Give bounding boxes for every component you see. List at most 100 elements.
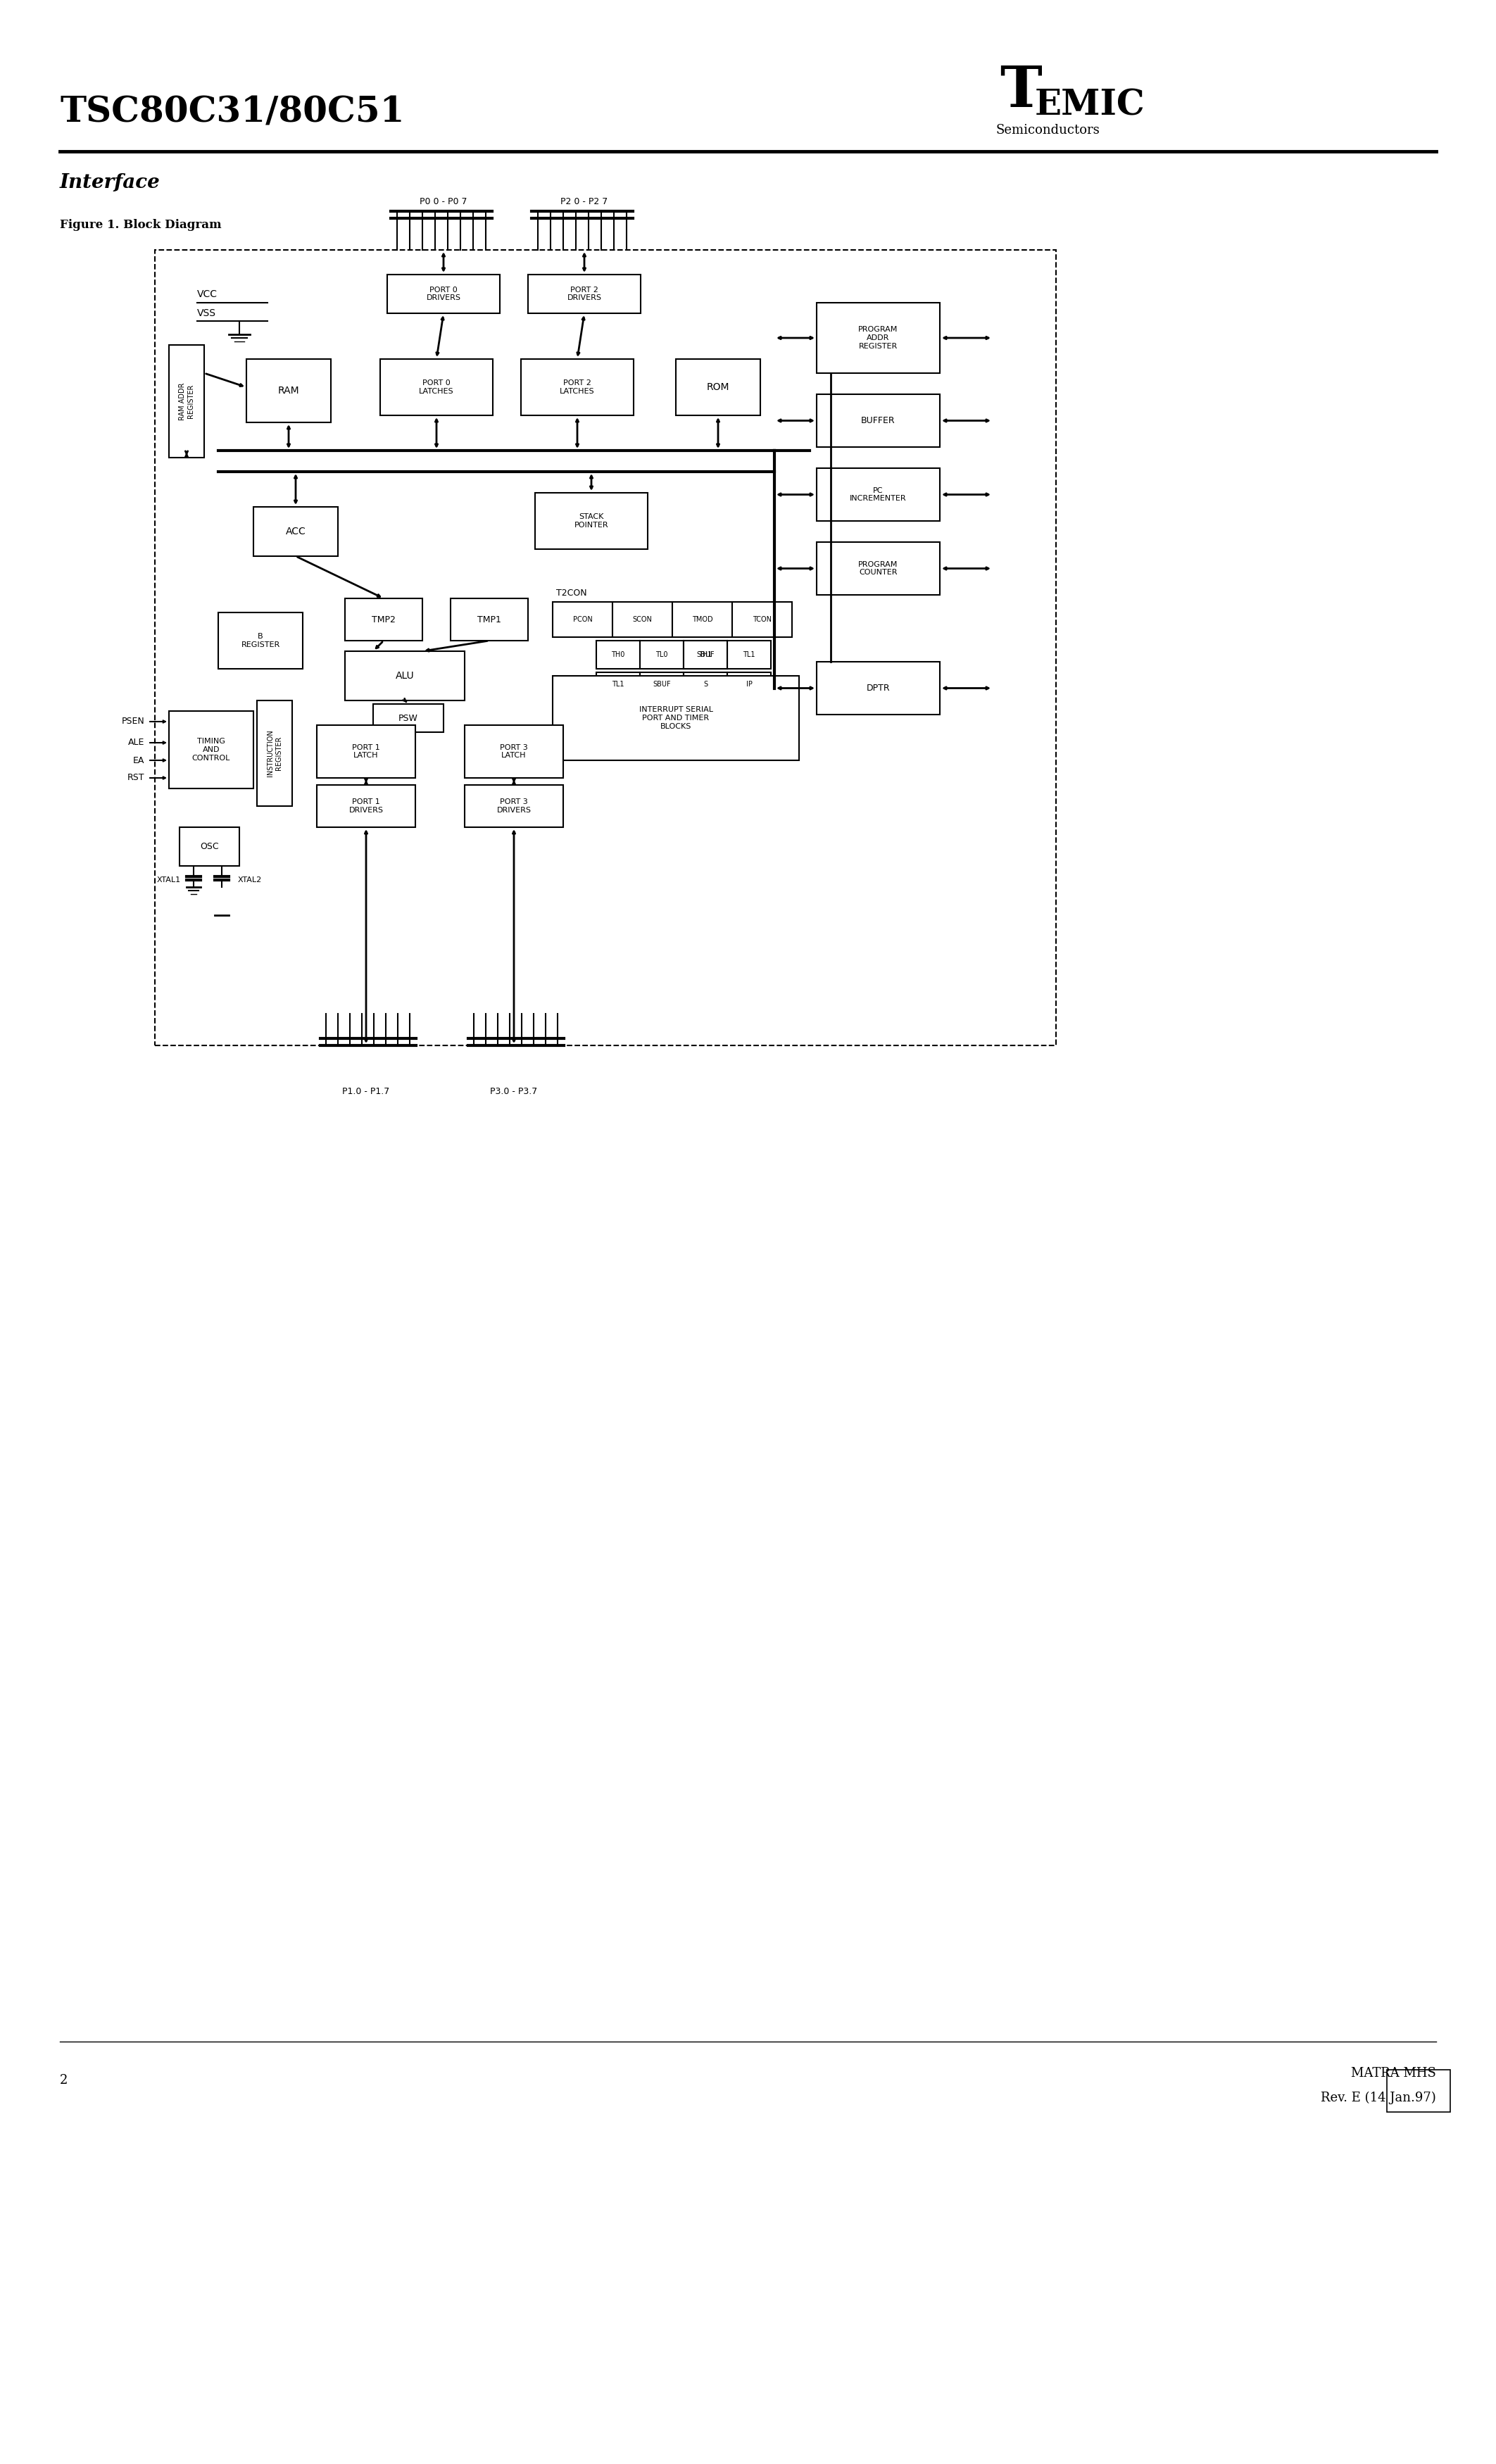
Text: TH0: TH0 — [612, 650, 625, 658]
Bar — [727, 673, 770, 697]
Text: IP: IP — [747, 680, 752, 687]
Text: TSC80C31/80C51: TSC80C31/80C51 — [60, 96, 404, 131]
Text: PORT 2
LATCHES: PORT 2 LATCHES — [560, 379, 595, 394]
Text: EA: EA — [133, 756, 144, 764]
Text: PORT 2
DRIVERS: PORT 2 DRIVERS — [567, 286, 601, 301]
Text: SBUF: SBUF — [652, 680, 670, 687]
Text: TH1: TH1 — [699, 650, 712, 658]
Text: TCON: TCON — [752, 616, 772, 623]
Text: RST: RST — [127, 774, 144, 784]
Bar — [817, 663, 939, 715]
Text: PSW: PSW — [398, 715, 419, 722]
Bar — [727, 641, 770, 668]
Bar — [450, 599, 528, 641]
Bar — [817, 468, 939, 520]
Bar — [672, 601, 732, 638]
Text: TMP1: TMP1 — [477, 616, 501, 623]
Text: MATRA MHS: MATRA MHS — [1351, 2067, 1436, 2080]
Text: Interface: Interface — [60, 172, 160, 192]
Text: T2CON: T2CON — [557, 589, 586, 599]
Text: SBUF: SBUF — [697, 650, 715, 658]
Bar — [247, 360, 331, 421]
Bar — [684, 641, 727, 668]
Text: P0 0 - P0 7: P0 0 - P0 7 — [420, 197, 467, 207]
Text: ACC: ACC — [286, 527, 305, 537]
Text: DPTR: DPTR — [866, 683, 890, 692]
Text: PORT 0
LATCHES: PORT 0 LATCHES — [419, 379, 453, 394]
Text: ALE: ALE — [127, 739, 144, 747]
Text: TL1: TL1 — [744, 650, 755, 658]
Bar — [521, 360, 634, 416]
Text: PCON: PCON — [573, 616, 592, 623]
Text: PROGRAM
ADDR
REGISTER: PROGRAM ADDR REGISTER — [859, 325, 898, 350]
Text: Figure 1. Block Diagram: Figure 1. Block Diagram — [60, 219, 221, 232]
Bar — [597, 641, 640, 668]
Text: TMP2: TMP2 — [371, 616, 395, 623]
Bar — [257, 700, 292, 806]
Bar — [156, 249, 1056, 1045]
Text: PC
INCREMENTER: PC INCREMENTER — [850, 488, 907, 503]
Bar — [180, 828, 239, 865]
Bar — [612, 601, 672, 638]
Text: PORT 1
LATCH: PORT 1 LATCH — [352, 744, 380, 759]
Bar — [169, 712, 253, 788]
Bar — [597, 673, 640, 697]
Text: VCC: VCC — [197, 288, 217, 298]
Bar — [732, 601, 791, 638]
Text: Semiconductors: Semiconductors — [996, 123, 1100, 136]
Bar — [817, 542, 939, 594]
Bar — [380, 360, 492, 416]
Text: STACK
POINTER: STACK POINTER — [574, 513, 609, 530]
Text: TL1: TL1 — [612, 680, 624, 687]
Bar — [346, 650, 465, 700]
Bar — [640, 673, 684, 697]
Text: PORT 3
DRIVERS: PORT 3 DRIVERS — [497, 798, 531, 813]
Bar — [253, 508, 338, 557]
Bar — [373, 705, 443, 732]
Text: 2: 2 — [60, 2075, 67, 2087]
Bar — [536, 493, 648, 549]
Text: INTERRUPT SERIAL
PORT AND TIMER
BLOCKS: INTERRUPT SERIAL PORT AND TIMER BLOCKS — [639, 707, 712, 729]
Bar — [552, 601, 612, 638]
Text: TL0: TL0 — [655, 650, 667, 658]
Text: EMIC: EMIC — [1035, 89, 1146, 123]
Text: B
REGISTER: B REGISTER — [241, 633, 280, 648]
Text: P1.0 - P1.7: P1.0 - P1.7 — [343, 1087, 390, 1096]
Bar — [640, 641, 684, 668]
Text: Rev. E (14 Jan.97): Rev. E (14 Jan.97) — [1321, 2092, 1436, 2104]
Text: INSTRUCTION
REGISTER: INSTRUCTION REGISTER — [266, 729, 283, 776]
Bar — [387, 274, 500, 313]
Text: PROGRAM
COUNTER: PROGRAM COUNTER — [859, 562, 898, 577]
Text: PORT 3
LATCH: PORT 3 LATCH — [500, 744, 528, 759]
Text: TMOD: TMOD — [691, 616, 712, 623]
Text: PORT 0
DRIVERS: PORT 0 DRIVERS — [426, 286, 461, 301]
Bar — [528, 274, 640, 313]
Text: ALU: ALU — [395, 670, 414, 680]
Bar — [169, 345, 203, 458]
Text: TIMING
AND
CONTROL: TIMING AND CONTROL — [191, 739, 230, 761]
Bar — [684, 641, 727, 668]
Bar — [817, 394, 939, 446]
Text: PSEN: PSEN — [121, 717, 144, 727]
Bar — [552, 675, 799, 761]
Bar — [218, 614, 302, 668]
Bar — [317, 724, 416, 779]
Bar — [817, 303, 939, 372]
Bar — [676, 360, 760, 416]
Text: P2 0 - P2 7: P2 0 - P2 7 — [561, 197, 607, 207]
Text: ROM: ROM — [706, 382, 730, 392]
Text: S: S — [703, 680, 708, 687]
Text: T: T — [999, 64, 1041, 118]
Text: OSC: OSC — [200, 843, 218, 850]
Bar — [1387, 2070, 1450, 2112]
Bar — [465, 724, 562, 779]
Bar — [346, 599, 422, 641]
Text: RAM: RAM — [278, 387, 299, 397]
Text: PORT 1
DRIVERS: PORT 1 DRIVERS — [349, 798, 383, 813]
Text: XTAL2: XTAL2 — [238, 877, 262, 885]
Text: SCON: SCON — [633, 616, 652, 623]
Bar — [684, 673, 727, 697]
Bar — [317, 786, 416, 828]
Bar — [465, 786, 562, 828]
Text: XTAL1: XTAL1 — [157, 877, 181, 885]
